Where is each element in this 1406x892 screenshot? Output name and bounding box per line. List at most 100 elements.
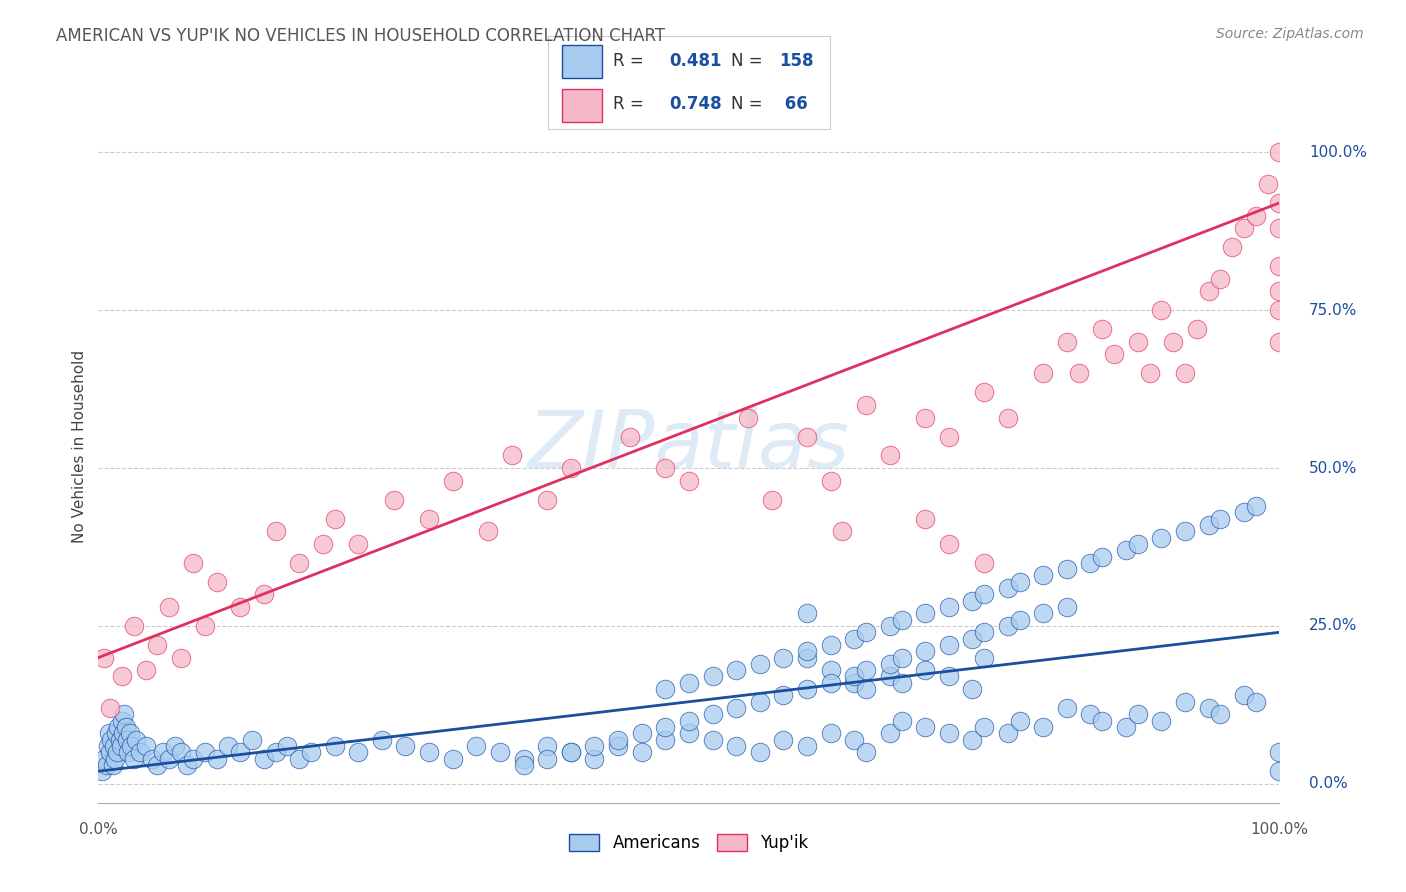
Point <box>962 632 984 646</box>
Point <box>1257 177 1279 191</box>
Point <box>418 511 440 525</box>
Point <box>583 751 606 765</box>
Point <box>536 739 558 753</box>
Point <box>176 758 198 772</box>
Point <box>879 449 901 463</box>
Point <box>91 764 114 779</box>
Point <box>1056 334 1078 349</box>
Point <box>962 732 984 747</box>
Point <box>264 524 287 539</box>
Point <box>725 663 748 677</box>
Point <box>120 726 142 740</box>
Point <box>229 745 252 759</box>
Point <box>157 600 180 615</box>
Point <box>1139 367 1161 381</box>
Point <box>1126 707 1149 722</box>
Point <box>678 474 700 488</box>
Point <box>1198 701 1220 715</box>
Point <box>890 675 912 690</box>
Point <box>1174 524 1197 539</box>
Point <box>264 745 287 759</box>
Point <box>914 663 936 677</box>
Point <box>997 581 1019 595</box>
Point <box>914 720 936 734</box>
Point <box>107 720 129 734</box>
Text: 0.0%: 0.0% <box>79 822 118 837</box>
Point <box>323 739 346 753</box>
Point <box>890 650 912 665</box>
Point <box>418 745 440 759</box>
Point <box>110 739 132 753</box>
Point <box>1032 720 1054 734</box>
Point <box>820 638 842 652</box>
Point <box>772 650 794 665</box>
Point <box>973 720 995 734</box>
Point <box>108 732 131 747</box>
Point <box>125 732 148 747</box>
Point <box>157 751 180 765</box>
Point <box>512 758 534 772</box>
Point <box>98 726 121 740</box>
Point <box>997 410 1019 425</box>
Point <box>820 675 842 690</box>
Point <box>654 461 676 475</box>
Point <box>121 739 143 753</box>
Point <box>844 732 866 747</box>
Point <box>938 429 960 443</box>
Point <box>105 726 128 740</box>
Point <box>938 726 960 740</box>
Point <box>1080 707 1102 722</box>
Point <box>112 726 135 740</box>
Point <box>678 714 700 728</box>
Text: 75.0%: 75.0% <box>1309 302 1357 318</box>
Point <box>122 619 145 633</box>
Point <box>1150 714 1173 728</box>
Point <box>772 689 794 703</box>
Point <box>654 732 676 747</box>
Point <box>394 739 416 753</box>
Text: N =: N = <box>731 52 768 70</box>
Point <box>560 461 582 475</box>
Point <box>477 524 499 539</box>
Point <box>288 751 311 765</box>
Point <box>796 429 818 443</box>
Point <box>973 556 995 570</box>
Point <box>536 751 558 765</box>
Text: R =: R = <box>613 95 650 113</box>
Point <box>560 745 582 759</box>
Point <box>914 607 936 621</box>
Point <box>879 726 901 740</box>
Point <box>702 669 724 683</box>
Point <box>152 745 174 759</box>
Point <box>796 644 818 658</box>
Point <box>347 537 370 551</box>
Point <box>879 619 901 633</box>
Point <box>1032 367 1054 381</box>
Text: N =: N = <box>731 95 768 113</box>
Point <box>654 720 676 734</box>
Point <box>115 732 138 747</box>
Point <box>702 732 724 747</box>
Point <box>101 758 124 772</box>
Point <box>1268 745 1291 759</box>
Point <box>855 682 877 697</box>
Y-axis label: No Vehicles in Household: No Vehicles in Household <box>72 350 87 542</box>
Point <box>1067 367 1090 381</box>
Point <box>748 657 770 671</box>
Text: Source: ZipAtlas.com: Source: ZipAtlas.com <box>1216 27 1364 41</box>
Point <box>962 593 984 607</box>
Point <box>1268 303 1291 318</box>
Text: 100.0%: 100.0% <box>1250 822 1309 837</box>
Point <box>772 732 794 747</box>
Point <box>104 751 127 765</box>
Point <box>276 739 298 753</box>
Point <box>796 682 818 697</box>
Text: 25.0%: 25.0% <box>1309 618 1357 633</box>
Point <box>844 669 866 683</box>
Point <box>194 745 217 759</box>
Point <box>1008 714 1031 728</box>
Point <box>1268 285 1291 299</box>
Point <box>240 732 263 747</box>
Point <box>165 739 187 753</box>
Point <box>973 587 995 601</box>
